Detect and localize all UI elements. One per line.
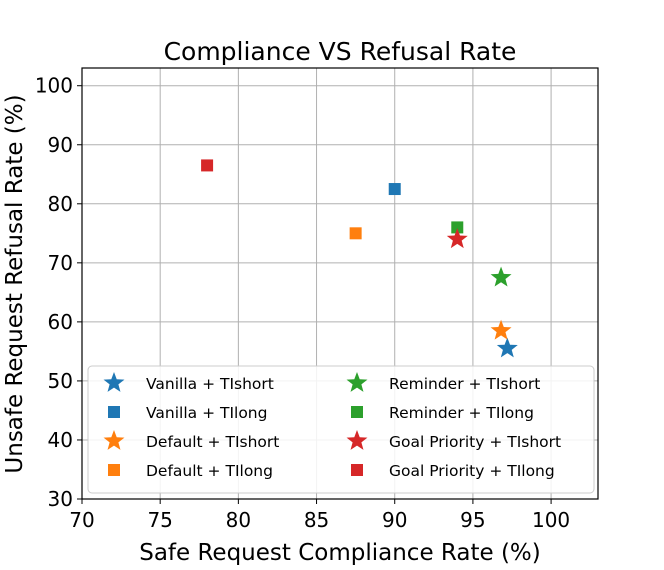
- legend-marker: [103, 430, 125, 450]
- x-axis-label: Safe Request Compliance Rate (%): [139, 540, 541, 566]
- legend-marker: [351, 464, 363, 476]
- y-tick-label: 30: [48, 487, 73, 511]
- legend-box: [87, 365, 595, 494]
- square-point: [451, 221, 464, 234]
- star-point: [446, 228, 468, 249]
- data-points: [201, 159, 518, 358]
- x-tick-label: 100: [532, 508, 570, 532]
- legend-label: Default + TIlong: [146, 462, 273, 480]
- legend-label: Default + TIshort: [146, 433, 279, 451]
- legend-label: Vanilla + TIlong: [146, 404, 267, 422]
- legend-marker: [351, 406, 363, 418]
- y-axis-label: Unsafe Request Refusal Rate (%): [2, 94, 28, 473]
- legend-label: Vanilla + TIshort: [146, 375, 274, 393]
- square-point: [349, 227, 362, 240]
- star-point: [490, 266, 512, 287]
- legend-label: Reminder + TIshort: [389, 375, 540, 393]
- legend-marker: [108, 406, 120, 418]
- y-tick-label: 90: [48, 133, 73, 157]
- legend-label: Goal Priority + TIshort: [389, 433, 561, 451]
- y-tick-label: 40: [48, 428, 73, 452]
- y-tick-label: 60: [48, 310, 73, 334]
- star-point: [490, 319, 512, 340]
- x-tick-label: 85: [304, 508, 329, 532]
- plot-area-frame: [81, 67, 599, 500]
- legend-marker: [103, 372, 125, 392]
- legend-marker: [108, 464, 120, 476]
- y-tick-label: 70: [48, 251, 73, 275]
- legend-label: Reminder + TIlong: [389, 404, 534, 422]
- x-tick-label: 75: [147, 508, 172, 532]
- chart-title: Compliance VS Refusal Rate: [164, 37, 517, 66]
- legend-label: Goal Priority + TIlong: [389, 462, 555, 480]
- x-tick-label: 90: [382, 508, 407, 532]
- star-point: [496, 337, 518, 358]
- x-tick-label: 95: [460, 508, 485, 532]
- legend-marker: [346, 430, 368, 450]
- y-tick-label: 100: [35, 74, 73, 98]
- square-point: [201, 159, 214, 172]
- x-tick-label: 80: [226, 508, 251, 532]
- grid: [81, 68, 598, 500]
- y-tick-label: 50: [48, 369, 73, 393]
- square-point: [388, 183, 401, 196]
- legend-marker: [346, 372, 368, 392]
- legend: Vanilla + TIshort Vanilla + TIlong Default…: [87, 365, 595, 494]
- x-tick-label: 70: [69, 508, 94, 532]
- axis-ticks: 70 75 80 85 90 95 100 30 40 50 60 70 80 90 100: [35, 74, 570, 532]
- y-tick-label: 80: [48, 192, 73, 216]
